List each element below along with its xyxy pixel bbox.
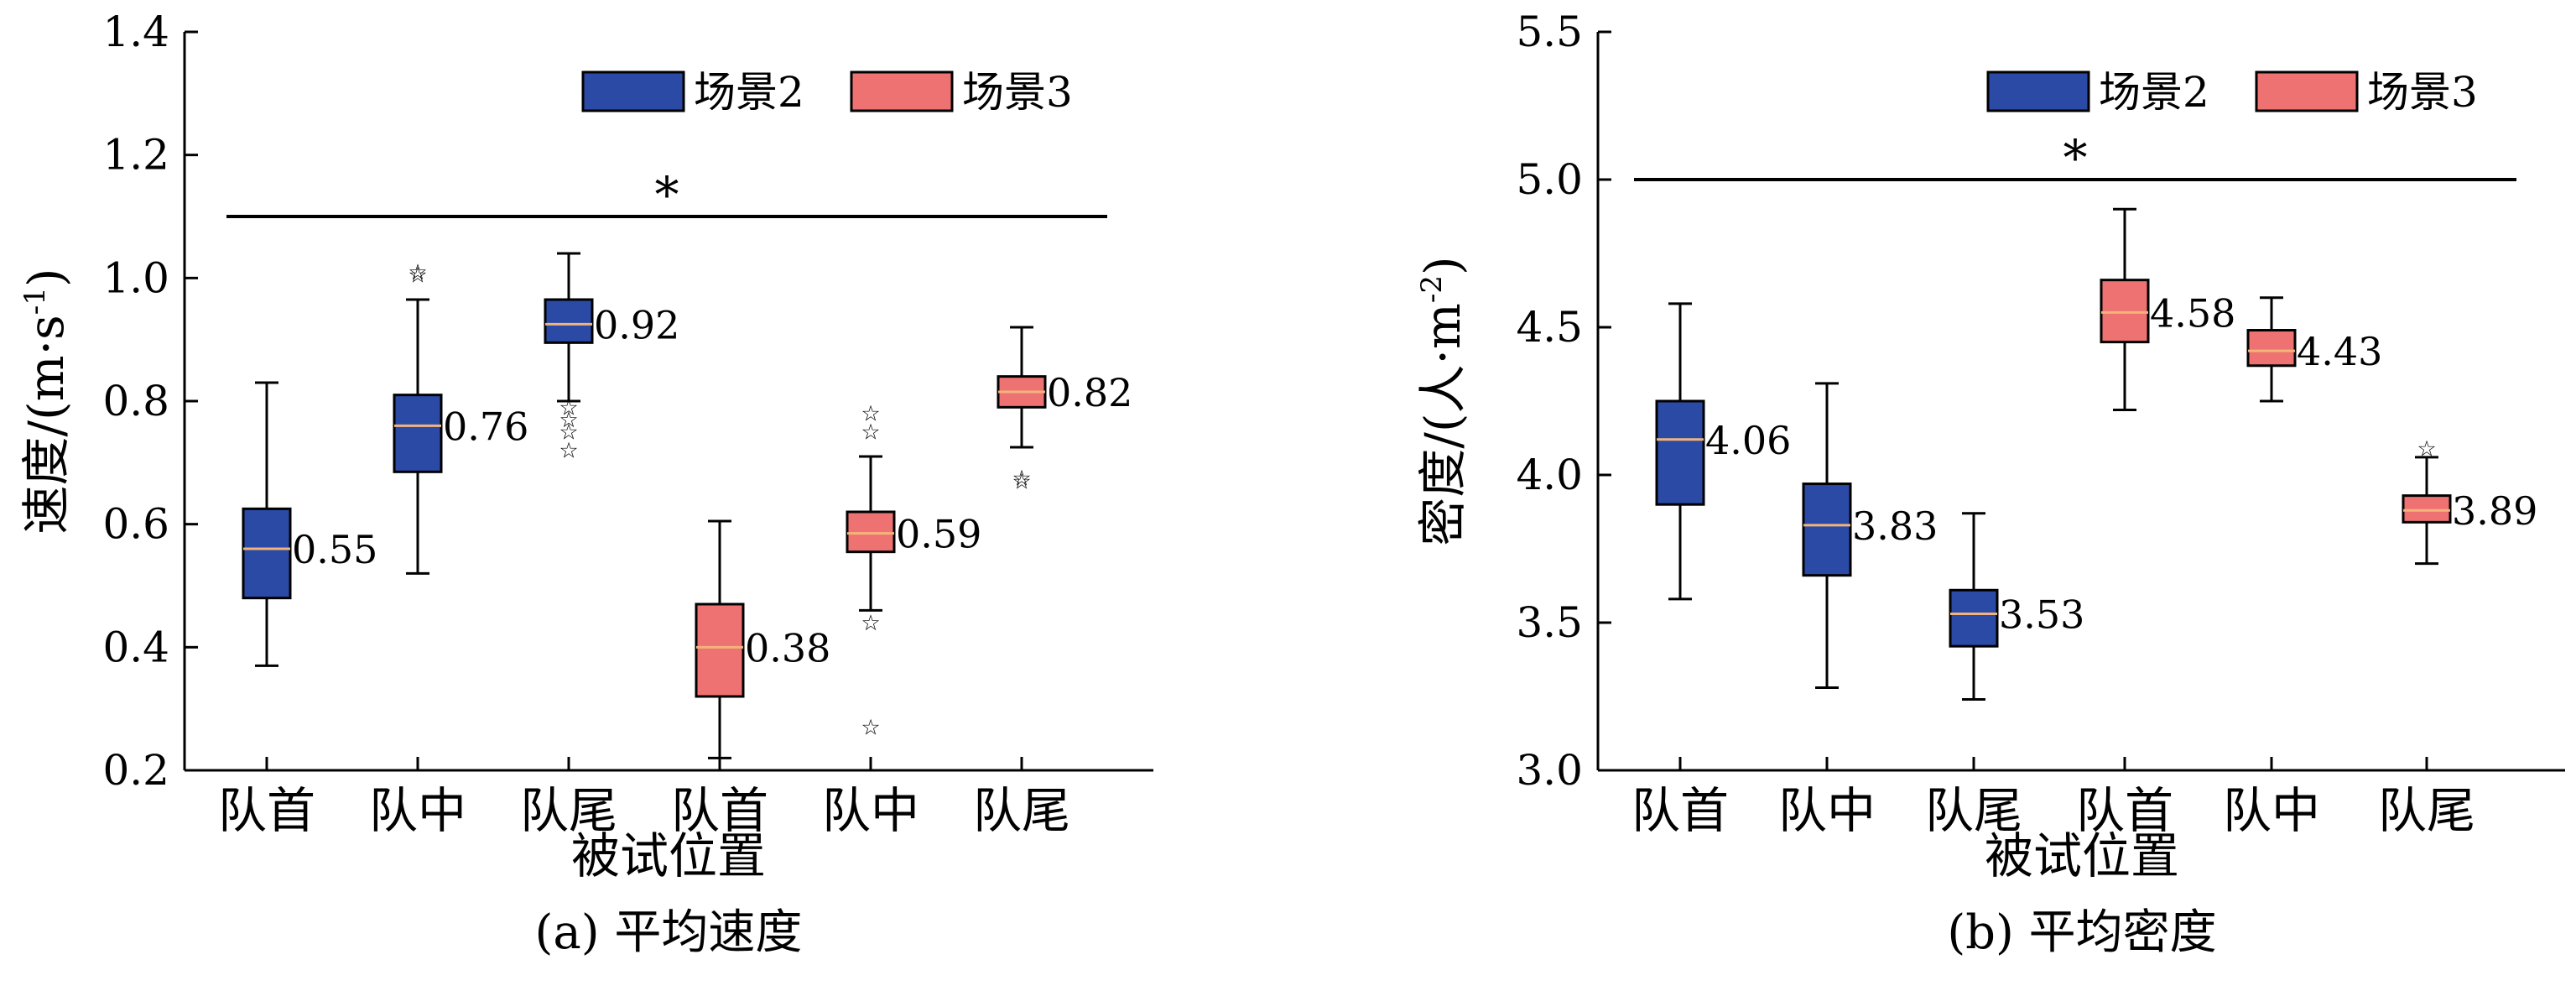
box-body (2100, 279, 2150, 344)
legend-swatch-scene2 (581, 70, 685, 112)
box-body (1655, 399, 1705, 506)
outlier-marker: ☆ (559, 408, 578, 433)
legend-swatch-scene2 (1986, 70, 2090, 112)
box-scene2-2: ☆☆☆☆0.92 (544, 252, 679, 464)
box-scene3-0: 0.38 (695, 519, 830, 759)
x-category-label: 队首 (218, 782, 315, 839)
box-body (2402, 494, 2452, 524)
box-value-label: 0.92 (594, 302, 679, 347)
box-value-label: 0.82 (1047, 370, 1132, 415)
outlier-marker: ☆ (861, 420, 880, 446)
box-value-label: 3.83 (1852, 503, 1938, 549)
box-value-label: 0.38 (745, 625, 830, 670)
box-scene2-1: 3.83 (1802, 382, 1938, 689)
y-tick-label: 3.0 (1516, 746, 1583, 795)
box-body (242, 507, 292, 600)
box-value-label: 4.58 (2150, 290, 2235, 336)
box-value-label: 4.06 (1705, 418, 1791, 463)
outlier-marker: ☆ (861, 716, 880, 741)
y-axis-title: 速度/(m·s-1) (18, 268, 75, 534)
legend-label-scene3: 场景3 (962, 68, 1073, 117)
outlier-marker: ☆ (408, 260, 427, 285)
x-category-label: 队中 (822, 782, 919, 839)
box-scene3-1: 4.43 (2246, 296, 2382, 403)
x-category-label: 队首 (2076, 782, 2173, 839)
outlier-marker: ☆ (1012, 469, 1031, 494)
box-body (695, 602, 745, 698)
y-tick-label: 5.5 (1516, 8, 1583, 56)
x-category-label: 队尾 (520, 782, 617, 839)
x-category-label: 队中 (1778, 782, 1876, 839)
legend-label-scene3: 场景3 (2367, 68, 2478, 117)
x-category-label: 队尾 (2378, 782, 2475, 839)
x-axis-title: 被试位置 (1985, 827, 2179, 884)
legend-label-scene2: 场景2 (694, 68, 804, 117)
outlier-marker: ☆ (861, 402, 880, 427)
x-category-label: 队首 (1631, 782, 1729, 839)
box-scene3-0: 4.58 (2100, 207, 2235, 412)
box-scene2-0: 4.06 (1655, 302, 1791, 601)
x-category-label: 队尾 (1925, 782, 2022, 839)
box-scene2-2: 3.53 (1949, 512, 2084, 702)
box-body (544, 298, 594, 344)
y-tick-label: 0.2 (102, 746, 169, 795)
x-axis-title: 被试位置 (571, 827, 766, 884)
legend-swatch-scene3 (850, 70, 954, 112)
box-scene3-1: ☆☆☆☆0.59 (846, 402, 981, 741)
x-category-label: 队尾 (973, 782, 1070, 839)
y-tick-label: 3.5 (1516, 598, 1583, 647)
x-category-label: 队首 (671, 782, 768, 839)
y-tick-label: 4.5 (1516, 303, 1583, 352)
figure-caption: (b) 平均密度 (1947, 905, 2216, 960)
y-axis-title: 密度/(人·m-2) (1414, 256, 1471, 545)
significance-star: * (2063, 129, 2088, 186)
y-tick-label: 0.6 (102, 500, 169, 549)
box-scene3-2: ☆ 3.89 (2402, 436, 2537, 566)
box-scene2-0: 0.55 (242, 381, 377, 667)
figure-caption: (a) 平均速度 (535, 905, 803, 960)
outlier-marker: ☆ (861, 611, 880, 636)
y-tick-label: 1.0 (102, 253, 169, 302)
panel-b-density: 3.03.54.04.55.05.5队首 队中 队尾 队首 队中 队尾密度/(人·m-2)… (1414, 8, 2565, 960)
box-value-label: 3.53 (1999, 592, 2084, 637)
significance-star: * (655, 166, 679, 223)
box-value-label: 4.43 (2297, 329, 2382, 374)
y-tick-label: 0.4 (102, 623, 169, 671)
legend-swatch-scene3 (2255, 70, 2359, 112)
x-category-label: 队中 (2223, 782, 2320, 839)
box-scene3-2: ☆☆0.82 (997, 326, 1132, 494)
box-body (393, 394, 443, 473)
outlier-marker: ☆ (559, 420, 578, 446)
box-value-label: 0.76 (443, 404, 528, 449)
outlier-marker: ☆ (408, 263, 427, 289)
legend-label-scene2: 场景2 (2099, 68, 2209, 117)
y-tick-label: 4.0 (1516, 451, 1583, 499)
outlier-marker: ☆ (559, 395, 578, 420)
y-tick-label: 1.2 (102, 131, 169, 180)
y-tick-label: 5.0 (1516, 155, 1583, 204)
box-value-label: 3.89 (2452, 488, 2537, 534)
outlier-marker: ☆ (559, 439, 578, 464)
y-tick-label: 0.8 (102, 377, 169, 425)
outlier-marker: ☆ (1012, 467, 1031, 492)
box-body (1949, 588, 1999, 648)
box-value-label: 0.59 (896, 512, 981, 557)
box-body (1802, 482, 1852, 577)
outlier-marker: ☆ (2417, 436, 2436, 462)
box-value-label: 0.55 (292, 527, 377, 572)
box-scene2-1: ☆☆0.76 (393, 260, 528, 575)
x-category-label: 队中 (369, 782, 466, 839)
box-body (846, 510, 896, 554)
box-body (2246, 329, 2297, 368)
y-tick-label: 1.4 (102, 8, 169, 56)
panel-a-speed: 0.20.40.60.81.01.21.4队首 队中 队尾 队首 队中 队尾速度/(m·s… (18, 8, 1153, 960)
